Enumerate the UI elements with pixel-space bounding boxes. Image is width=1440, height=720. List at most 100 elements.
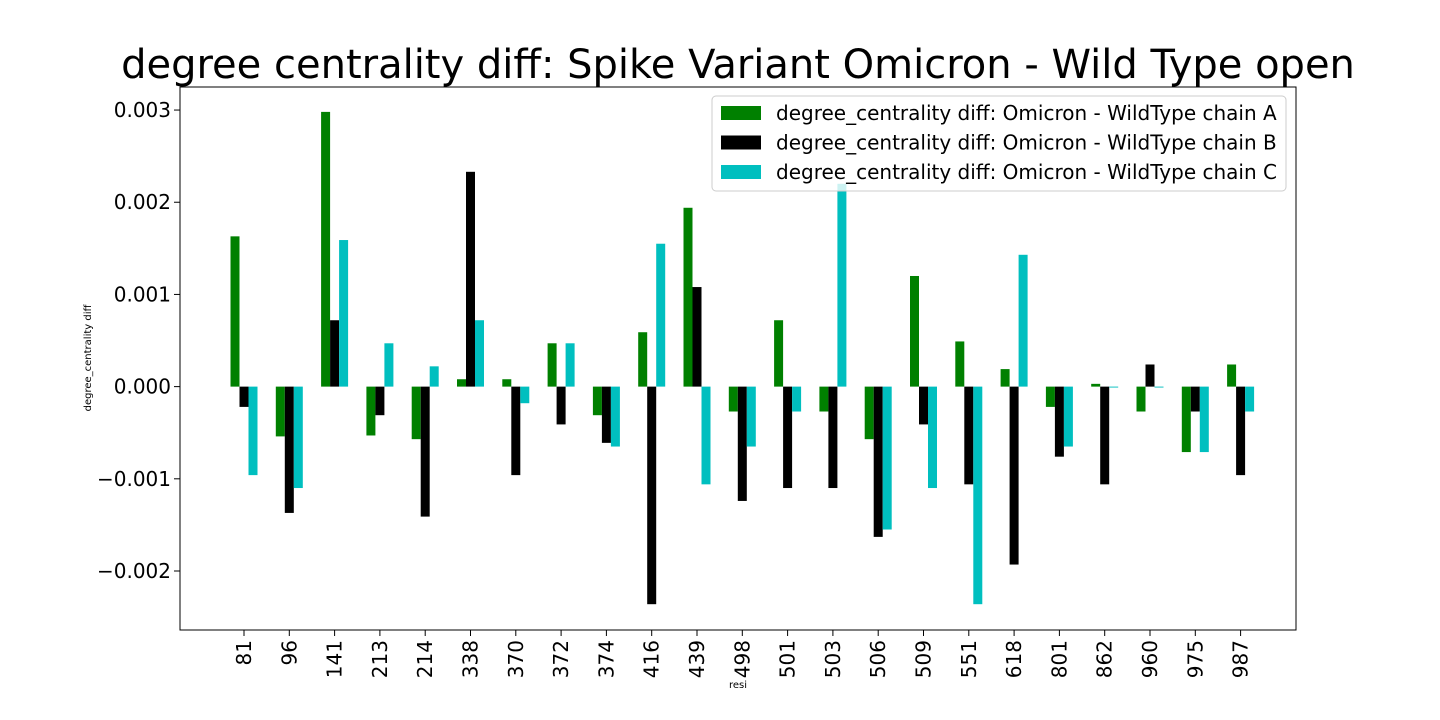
bar-2-960 [1145,364,1155,387]
bar-3-338 [475,320,484,387]
x-tick-label: 214 [413,640,437,678]
bar-3-509 [928,386,937,489]
bar-3-506 [882,386,892,530]
x-tick-label: 501 [776,640,800,678]
bar-2-439 [692,287,702,387]
y-tick-label: 0.002 [114,190,171,214]
bar-2-141 [330,320,340,387]
legend-label: degree_centrality diff: Omicron - WildTy… [776,160,1277,184]
x-tick-label: 372 [549,640,573,678]
bar-2-975 [1190,386,1200,412]
x-tick-label: 370 [504,640,528,678]
x-tick-label: 960 [1138,640,1162,678]
bars-layer [230,111,1255,605]
bar-3-96 [293,386,303,489]
legend-label: degree_centrality diff: Omicron - WildTy… [776,101,1277,125]
bar-2-498 [737,386,747,501]
x-tick-label: 498 [730,640,754,678]
bar-1-374 [592,386,602,416]
chart-title: degree centrality diff: Spike Variant Om… [121,42,1355,88]
bar-3-501 [792,386,802,412]
x-tick-label: 618 [1002,640,1026,678]
bar-2-96 [284,386,294,513]
bar-1-987 [1227,364,1237,387]
bar-1-551 [955,341,965,387]
bar-2-506 [873,386,883,537]
plot-frame [179,86,1297,631]
bar-2-551 [964,386,974,485]
bar-3-141 [339,240,349,387]
x-tick-label: 506 [866,640,890,678]
bar-1-439 [683,207,693,387]
bar-1-506 [864,386,874,440]
bar-3-987 [1245,386,1255,412]
bar-3-551 [973,386,983,605]
legend-label: degree_centrality diff: Omicron - WildTy… [776,131,1277,155]
bar-2-509 [919,386,928,425]
series-2 [239,171,1246,605]
legend-swatch [721,135,761,150]
bar-2-338 [466,171,475,387]
bar-3-503 [837,183,847,387]
bar-2-374 [601,386,611,443]
x-tick-label: 338 [459,640,483,678]
y-tick-label: 0.000 [114,375,171,399]
bar-3-801 [1063,386,1073,447]
x-tick-label: 509 [912,640,936,678]
y-tick-label: 0.003 [114,98,171,122]
bar-3-370 [520,386,530,404]
x-tick-label: 439 [685,640,709,678]
x-tick-label: 213 [368,640,392,678]
bar-2-214 [420,386,430,517]
bar-1-338 [457,379,466,387]
x-tick-label: 987 [1229,640,1253,678]
bar-3-213 [384,343,394,387]
bar-1-370 [502,379,512,387]
bar-3-439 [701,386,711,485]
bar-2-501 [783,386,793,489]
bar-3-416 [656,243,666,387]
bar-1-509 [910,275,919,387]
bar-2-503 [828,386,838,489]
bar-2-370 [511,386,521,476]
series-1 [230,111,1237,453]
bar-2-987 [1236,386,1246,476]
bar-1-213 [366,386,376,436]
bar-2-618 [1009,386,1019,565]
bar-3-618 [1018,254,1028,387]
bar-1-372 [547,343,557,387]
x-tick-label: 975 [1183,640,1207,678]
bar-2-81 [239,386,249,407]
bar-3-81 [248,386,258,476]
x-tick-label: 81 [232,640,256,665]
x-tick-label: 551 [957,640,981,678]
x-axis-label: resi [729,680,747,691]
bar-1-214 [411,386,421,440]
bar-3-862 [1109,386,1119,388]
legend: degree_centrality diff: Omicron - WildTy… [711,95,1287,192]
x-tick-label: 503 [821,640,845,678]
bar-1-96 [275,386,285,437]
y-axis-label: degree_centrality diff [83,304,94,412]
x-tick-label: 141 [323,640,347,678]
y-tick-label: 0.001 [114,282,171,306]
bar-2-416 [647,386,657,605]
x-tick-label: 416 [640,640,664,678]
bar-1-862 [1091,383,1101,387]
bar-1-618 [1000,369,1010,387]
bar-3-960 [1154,386,1164,388]
bar-3-498 [746,386,756,447]
legend-swatch [721,106,761,120]
bar-1-141 [321,111,331,387]
x-axis: 81 96 141 213 214 338 370 372 374 416 439 498 501 503… [232,630,1253,678]
bar-1-960 [1136,386,1146,412]
bar-1-416 [638,332,648,387]
bar-3-372 [565,343,575,387]
bar-3-975 [1199,386,1209,453]
legend-box [711,95,1287,192]
bar-1-503 [819,386,829,412]
bar-2-372 [556,386,566,425]
x-tick-label: 96 [277,640,301,665]
bar-1-498 [728,386,738,412]
